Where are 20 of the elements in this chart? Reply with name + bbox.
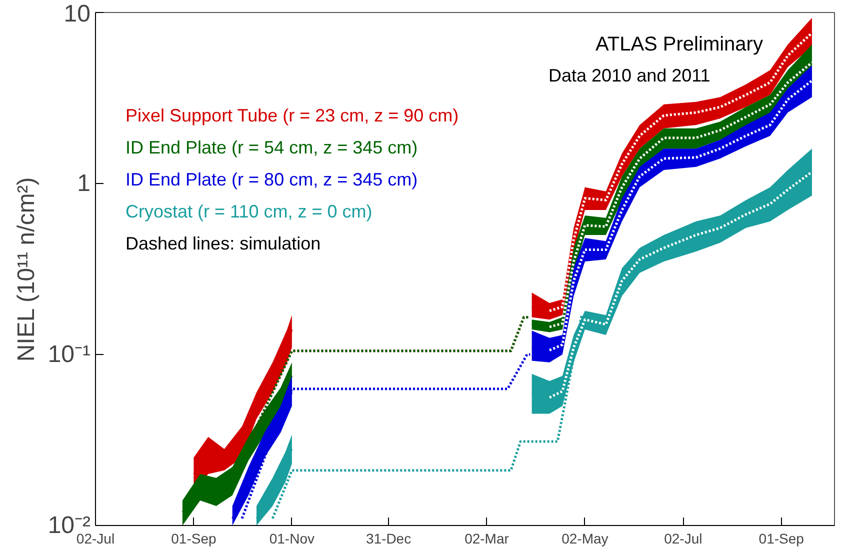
x-tick-label: 02-May bbox=[562, 530, 608, 546]
x-tick-label: 01-Nov bbox=[269, 530, 314, 546]
text: Pixel Support Tube (r = 23 cm, z = 90 cm) bbox=[126, 106, 459, 126]
annotation: ATLAS Preliminary bbox=[596, 34, 763, 56]
text: ID End Plate (r = 80 cm, z = 345 cm) bbox=[126, 170, 418, 190]
annotation: Data 2010 and 2011 bbox=[548, 66, 710, 86]
y-tick-label: 10 bbox=[64, 0, 91, 28]
line-series bbox=[548, 170, 814, 399]
text: Cryostat (r = 110 cm, z = 0 cm) bbox=[126, 202, 372, 222]
x-tick-label: 02-Jul bbox=[664, 530, 702, 546]
text: ID End Plate (r = 54 cm, z = 345 cm) bbox=[126, 138, 418, 158]
y-axis-title: NIEL (10¹¹ n/cm²) bbox=[12, 177, 40, 362]
y-tick-label: 1 bbox=[77, 170, 91, 197]
x-tick-label: 01-Sep bbox=[171, 530, 216, 546]
x-tick-label: 01-Sep bbox=[758, 530, 804, 546]
annotation: Dashed lines: simulation bbox=[126, 234, 321, 254]
x-tick-label: 31-Dec bbox=[366, 530, 412, 546]
x-tick-label: 02-Mar bbox=[464, 530, 510, 546]
y-tick-label: 10⁻¹ bbox=[48, 341, 91, 368]
x-tick-label: 02-Jul bbox=[76, 530, 115, 546]
